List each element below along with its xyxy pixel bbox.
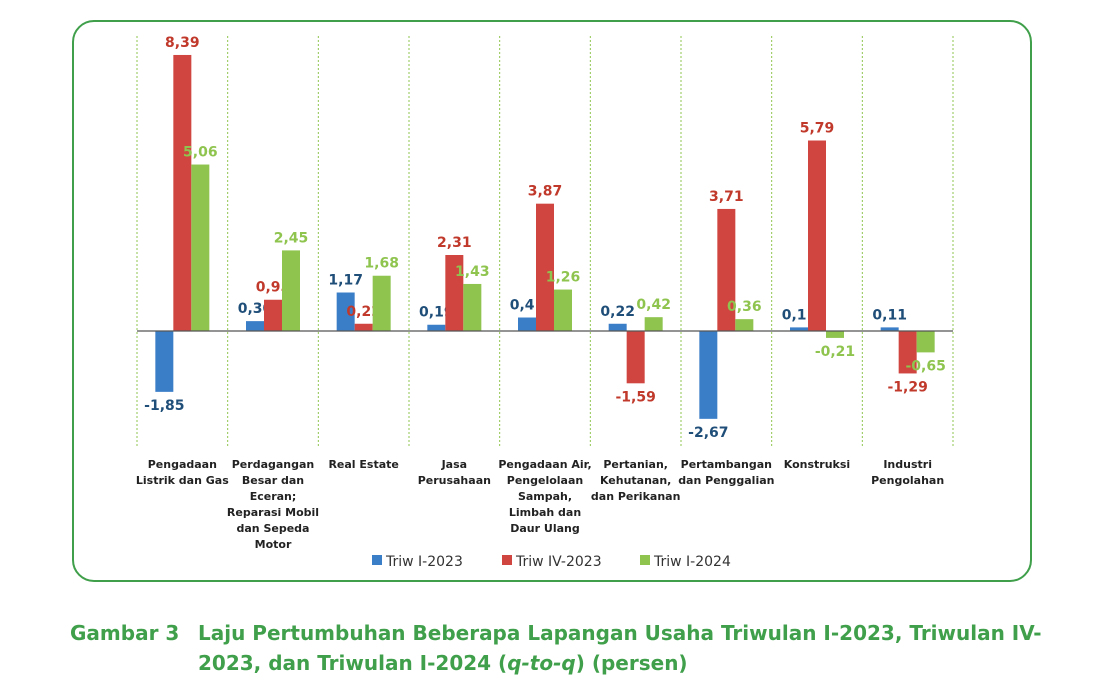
category-label: Pertanian, Kehutanan, dan Perikanan xyxy=(591,458,681,503)
legend-label: Triw I-2023 xyxy=(385,554,463,570)
data-label: -0,21 xyxy=(815,344,855,360)
data-label: -0,65 xyxy=(905,358,945,374)
bar-1-6 xyxy=(608,323,627,331)
legend-label: Triw IV-2023 xyxy=(515,554,602,570)
bar-1-8 xyxy=(790,327,808,331)
bar-chart: -1,85 0,30 1,17 0,19 0,41 0,22 -2,67 0,11 0,11 8,… xyxy=(136,35,954,570)
data-label: 1,43 xyxy=(455,264,490,280)
bar-1-4 xyxy=(427,324,446,331)
data-label: 5,79 xyxy=(800,121,835,137)
data-label: 3,87 xyxy=(528,184,563,200)
bar-2-5 xyxy=(536,203,554,331)
data-label: 8,39 xyxy=(165,35,200,51)
data-label: 0,22 xyxy=(346,304,381,320)
data-label: -1,59 xyxy=(615,389,655,405)
bar-1-3 xyxy=(336,292,355,331)
data-label: 0,95 xyxy=(256,280,291,296)
data-label: 1,68 xyxy=(364,256,399,272)
bar-2-9 xyxy=(898,331,917,374)
category-label: Perdagangan Besar dan Eceran; Reparasi Mobi… xyxy=(227,458,319,551)
legend-swatch xyxy=(640,555,650,565)
bar-3-5 xyxy=(554,289,572,331)
category-label: Real Estate xyxy=(328,458,398,471)
bar-3-9 xyxy=(916,331,935,353)
legend-label: Triw I-2024 xyxy=(653,554,731,570)
bar-3-6 xyxy=(644,317,663,331)
data-label: 3,71 xyxy=(709,189,744,205)
bar-1-2 xyxy=(246,321,264,331)
data-label: 2,31 xyxy=(437,235,472,251)
bar-1-1 xyxy=(155,331,174,392)
bar-2-2 xyxy=(264,299,282,331)
caption-label: Gambar 3 xyxy=(70,621,180,645)
chart-frame xyxy=(72,20,1032,582)
bar-2-7 xyxy=(717,208,736,331)
data-label: 0,30 xyxy=(238,301,273,317)
legend-swatch xyxy=(372,555,382,565)
data-label: -1,29 xyxy=(887,379,927,395)
caption-text-main: Laju Pertumbuhan Beberapa Lapangan Usaha… xyxy=(198,621,1042,675)
bar-2-1 xyxy=(173,54,192,332)
category-label: Pertambangan dan Penggalian xyxy=(678,458,774,487)
data-label: 0,11 xyxy=(872,307,907,323)
data-label: -1,85 xyxy=(144,398,184,414)
data-label: 1,26 xyxy=(546,270,581,286)
data-label: 0,19 xyxy=(419,305,454,321)
bar-3-2 xyxy=(282,250,300,331)
category-label: Konstruksi xyxy=(784,458,850,471)
data-label: -2,67 xyxy=(688,425,728,441)
bar-3-7 xyxy=(735,319,754,331)
caption-text: Laju Pertumbuhan Beberapa Lapangan Usaha… xyxy=(198,618,1058,678)
category-label: Pengadaan Listrik dan Gas xyxy=(136,458,229,487)
data-label: 0,41 xyxy=(510,298,545,314)
bar-2-8 xyxy=(808,140,826,331)
bar-1-7 xyxy=(699,331,718,419)
bar-2-4 xyxy=(445,255,464,331)
bar-3-4 xyxy=(463,283,482,331)
bar-1-9 xyxy=(880,327,899,331)
caption-text-italic: q-to-q xyxy=(507,651,576,675)
data-label: 0,22 xyxy=(600,304,635,320)
data-label: 1,17 xyxy=(328,273,363,289)
category-label: Jasa Perusahaan xyxy=(418,458,491,487)
category-label: Industri Pengolahan xyxy=(871,458,944,487)
legend-swatch xyxy=(502,555,512,565)
data-label: 2,45 xyxy=(274,230,309,246)
category-label: Pengadaan Air, Pengelolaan Sampah, Limbah d… xyxy=(498,458,591,535)
data-label: 5,06 xyxy=(183,145,218,161)
bar-2-6 xyxy=(626,331,645,384)
bar-3-1 xyxy=(191,164,210,331)
data-label: 0,42 xyxy=(636,297,671,313)
caption-text-end: ) (persen) xyxy=(575,651,688,675)
bar-2-3 xyxy=(354,323,373,331)
bar-1-5 xyxy=(518,317,536,331)
data-label: 0,11 xyxy=(782,307,817,323)
bar-3-8 xyxy=(826,331,844,338)
data-label: 0,36 xyxy=(727,299,762,315)
bar-3-3 xyxy=(372,275,391,331)
